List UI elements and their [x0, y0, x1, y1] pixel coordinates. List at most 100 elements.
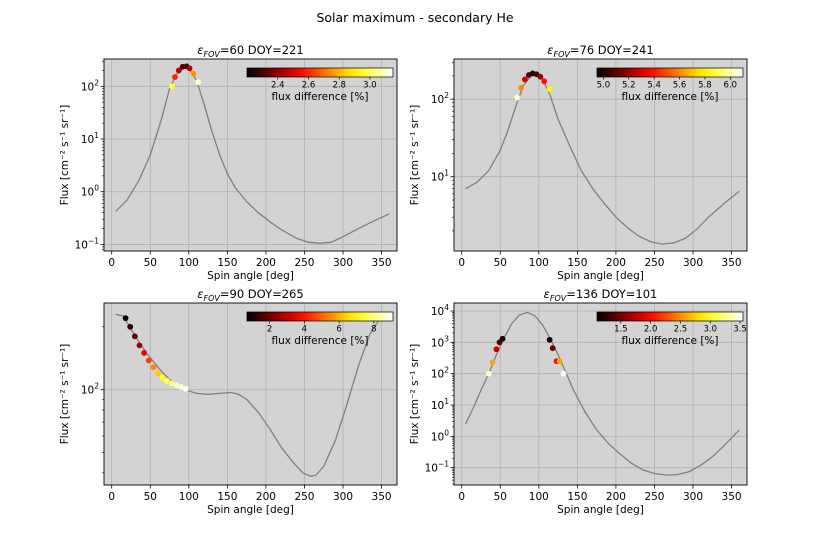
- y-tick-label: 103: [431, 334, 449, 349]
- colorbar-tick-label: 5.8: [698, 81, 712, 91]
- y-tick-label: 102: [431, 366, 449, 381]
- flux-marker: [178, 384, 185, 390]
- flux-marker: [131, 333, 138, 340]
- flux-marker: [173, 382, 180, 389]
- x-tick-label: 250: [294, 491, 314, 503]
- colorbar-tick-label: 3.0: [703, 325, 717, 335]
- flux-curve: [115, 311, 392, 477]
- colorbar-tick-label: 2.4: [271, 81, 285, 91]
- flux-marker: [518, 84, 524, 91]
- y-axis-label: Flux [cm⁻² s⁻¹ sr⁻¹]: [59, 344, 71, 445]
- colorbar-tick-label: 3.0: [363, 81, 377, 91]
- flux-marker: [164, 378, 171, 384]
- x-tick-label: 50: [144, 257, 157, 269]
- colorbar-tick-label: 5.4: [647, 81, 661, 91]
- flux-marker: [175, 67, 182, 74]
- flux-marker: [485, 370, 492, 377]
- colorbar-label: flux difference [%]: [621, 335, 718, 347]
- x-tick-label: 150: [567, 491, 587, 503]
- flux-marker: [546, 336, 553, 343]
- flux-curve: [115, 66, 390, 244]
- x-tick-label: 350: [722, 491, 742, 503]
- y-tick-label: 10−1: [425, 460, 450, 475]
- plot-area: [454, 303, 747, 485]
- panel-title: εFOV=60 DOY=221: [197, 43, 303, 59]
- y-tick-label: 102: [81, 382, 99, 397]
- chart-panel-2: 0 50 100 150 200 250 300 350 101 102 5.0 5.2 5.4 5.6 5…: [409, 43, 748, 282]
- colorbar-tick-label: 2.8: [332, 81, 346, 91]
- x-axis-label: Spin angle [deg]: [207, 270, 294, 282]
- flux-marker: [493, 346, 500, 353]
- x-tick-label: 250: [644, 491, 664, 503]
- flux-marker: [546, 86, 553, 92]
- colorbar-tick-label: 2: [267, 325, 272, 335]
- y-tick-label: 100: [81, 184, 99, 199]
- x-tick-label: 0: [108, 257, 115, 269]
- plot-frame: [103, 58, 398, 252]
- x-tick-label: 100: [179, 491, 199, 503]
- x-axis-label: Spin angle [deg]: [557, 504, 644, 516]
- y-axis-label: Flux [cm⁻² s⁻¹ sr⁻¹]: [59, 105, 71, 206]
- flux-marker: [186, 65, 193, 72]
- flux-marker: [172, 74, 178, 80]
- flux-marker: [159, 374, 166, 381]
- x-tick-label: 0: [458, 257, 465, 269]
- flux-marker: [541, 78, 548, 85]
- x-tick-label: 200: [606, 491, 626, 503]
- plot-frame: [103, 302, 398, 486]
- chart-panel-1: 0 50 100 150 200 250 300 350 10−1 100 101 102 2.4 2.6…: [59, 43, 398, 282]
- flux-marker: [560, 370, 567, 377]
- colorbar: [596, 311, 744, 322]
- flux-marker: [150, 364, 157, 371]
- x-tick-label: 350: [372, 491, 392, 503]
- plot-area: [104, 59, 397, 251]
- flux-marker: [182, 385, 189, 392]
- plot-frame: [453, 58, 748, 252]
- x-axis-label: Spin angle [deg]: [557, 270, 644, 282]
- colorbar-label: flux difference [%]: [621, 91, 718, 103]
- x-tick-label: 150: [217, 491, 237, 503]
- plot-area: [104, 303, 397, 485]
- colorbar-tick-label: 2.5: [674, 325, 688, 335]
- flux-marker: [136, 342, 143, 349]
- colorbar-tick-label: 8: [371, 325, 376, 335]
- y-tick-label: 10−1: [75, 236, 100, 251]
- flux-marker: [195, 79, 201, 86]
- colorbar-tick-label: 3.5: [733, 325, 747, 335]
- x-tick-label: 250: [294, 257, 314, 269]
- flux-marker: [489, 359, 496, 366]
- y-axis-label: Flux [cm⁻² s⁻¹ sr⁻¹]: [409, 344, 421, 445]
- colorbar-tick-label: 5.2: [622, 81, 636, 91]
- x-tick-label: 50: [494, 491, 507, 503]
- colorbar-tick-label: 1.5: [614, 325, 628, 335]
- flux-marker: [499, 335, 506, 342]
- y-axis-label: Flux [cm⁻² s⁻¹ sr⁻¹]: [409, 105, 421, 206]
- colorbar-tick-label: 6.0: [724, 81, 738, 91]
- y-tick-label: 101: [431, 169, 449, 184]
- x-tick-label: 0: [458, 491, 465, 503]
- x-tick-label: 300: [333, 257, 353, 269]
- x-axis-label: Spin angle [deg]: [207, 504, 294, 516]
- y-tick-label: 102: [81, 78, 99, 93]
- x-tick-label: 150: [567, 257, 587, 269]
- x-tick-label: 150: [217, 257, 237, 269]
- figure-suptitle: Solar maximum - secondary He: [316, 10, 513, 25]
- x-tick-label: 300: [333, 491, 353, 503]
- y-tick-label: 101: [431, 397, 449, 412]
- x-tick-label: 0: [108, 491, 115, 503]
- x-tick-label: 350: [722, 257, 742, 269]
- flux-marker: [145, 357, 152, 364]
- x-tick-label: 200: [256, 257, 276, 269]
- x-tick-label: 100: [529, 257, 549, 269]
- x-tick-label: 200: [606, 257, 626, 269]
- colorbar-tick-label: 5.6: [673, 81, 687, 91]
- colorbar-tick-label: 6: [336, 325, 341, 335]
- x-tick-label: 350: [372, 257, 392, 269]
- x-tick-label: 300: [683, 257, 703, 269]
- colorbar: [596, 67, 744, 78]
- panel-title: εFOV=76 DOY=241: [547, 43, 653, 59]
- y-tick-label: 102: [431, 91, 449, 106]
- x-tick-label: 50: [144, 491, 157, 503]
